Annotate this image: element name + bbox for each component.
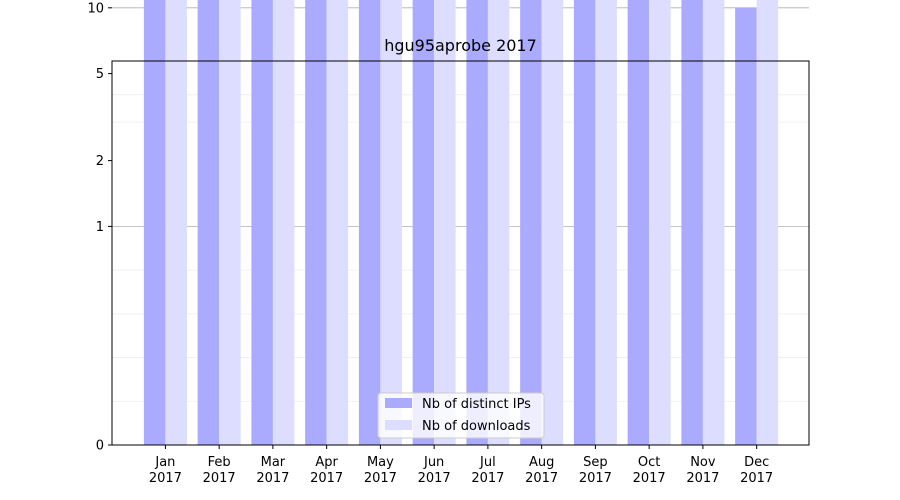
x-tick-label-month: Apr [315, 455, 338, 470]
x-tick-label-year: 2017 [418, 471, 451, 486]
y-tick-label: 2 [96, 154, 104, 169]
x-tick-label-year: 2017 [471, 471, 504, 486]
bar-distinct-ips [627, 0, 650, 445]
x-tick-label-month: Jun [423, 455, 444, 470]
legend-label-distinct-ips: Nb of distinct IPs [422, 397, 531, 412]
bar-downloads [165, 0, 187, 445]
x-tick-label-year: 2017 [740, 471, 773, 486]
y-tick-label: 10 [87, 1, 104, 16]
y-tick-label: 1 [96, 220, 104, 235]
x-tick-label-month: Feb [208, 455, 231, 470]
legend-box [377, 392, 545, 439]
x-tick-label-year: 2017 [310, 471, 343, 486]
x-tick-label-month: Jan [154, 455, 175, 470]
bars-layer [143, 0, 779, 446]
y-tick-label: 5 [96, 67, 104, 82]
bar-downloads [272, 0, 295, 445]
bar-downloads [380, 0, 402, 446]
legend-swatch-downloads [385, 420, 412, 430]
bar-downloads [487, 0, 510, 446]
x-tick-label-year: 2017 [364, 471, 397, 486]
bar-downloads [649, 0, 671, 445]
x-tick-label-month: Dec [744, 455, 769, 470]
y-tick-label: 0 [96, 439, 104, 454]
bar-downloads [434, 0, 456, 446]
bar-downloads [595, 0, 617, 445]
bar-distinct-ips [466, 0, 488, 445]
x-tick-label-year: 2017 [149, 471, 182, 486]
x-tick-label-year: 2017 [525, 471, 558, 486]
bar-distinct-ips [681, 0, 703, 445]
x-tick-label-year: 2017 [256, 471, 289, 486]
legend-label-downloads: Nb of downloads [422, 419, 531, 434]
x-tick-label-year: 2017 [633, 471, 666, 486]
bar-distinct-ips [305, 0, 327, 446]
bar-distinct-ips [358, 0, 381, 445]
legend: Nb of distinct IPs Nb of downloads [377, 392, 545, 439]
bar-distinct-ips [573, 0, 596, 445]
bar-distinct-ips [143, 0, 166, 445]
x-tick-label-month: Aug [529, 455, 554, 470]
chart-title: hgu95aprobe 2017 [384, 36, 537, 55]
bar-downloads [326, 0, 349, 445]
x-tick-label-month: Jul [479, 455, 496, 470]
legend-swatch-distinct-ips [385, 398, 412, 408]
bar-downloads [541, 0, 564, 445]
bar-downloads [702, 0, 725, 445]
bar-distinct-ips [520, 0, 542, 446]
plot-frame [111, 60, 810, 446]
y-axis: 0125102050100 [87, 1, 112, 454]
bar-distinct-ips [735, 7, 757, 446]
x-tick-label-year: 2017 [203, 471, 236, 486]
x-tick-label-month: May [367, 455, 394, 470]
x-tick-label-year: 2017 [686, 471, 719, 486]
bar-downloads [756, 0, 779, 445]
bar-distinct-ips [251, 0, 273, 445]
bar-distinct-ips [412, 0, 435, 445]
x-tick-label-month: Nov [690, 455, 716, 470]
x-tick-label-month: Mar [261, 455, 286, 470]
x-tick-label-year: 2017 [579, 471, 612, 486]
x-axis: Jan2017Feb2017Mar2017Apr2017May2017Jun20… [149, 445, 773, 486]
x-tick-label-month: Oct [638, 455, 660, 470]
bar-downloads [219, 0, 241, 445]
bar-distinct-ips [197, 0, 220, 446]
x-tick-label-month: Sep [583, 455, 608, 470]
